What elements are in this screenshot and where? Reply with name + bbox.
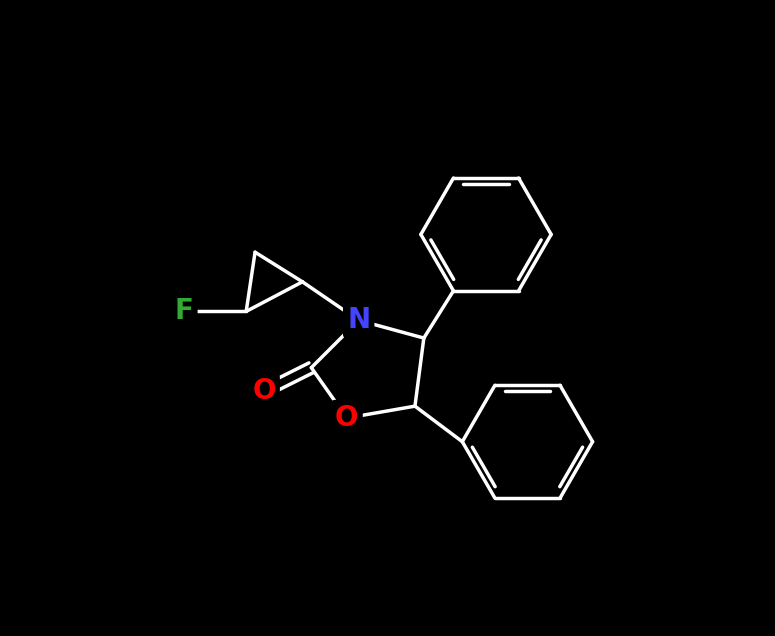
Text: O: O xyxy=(252,377,276,405)
Text: N: N xyxy=(347,307,370,335)
Text: O: O xyxy=(335,404,359,432)
Text: F: F xyxy=(174,298,194,326)
